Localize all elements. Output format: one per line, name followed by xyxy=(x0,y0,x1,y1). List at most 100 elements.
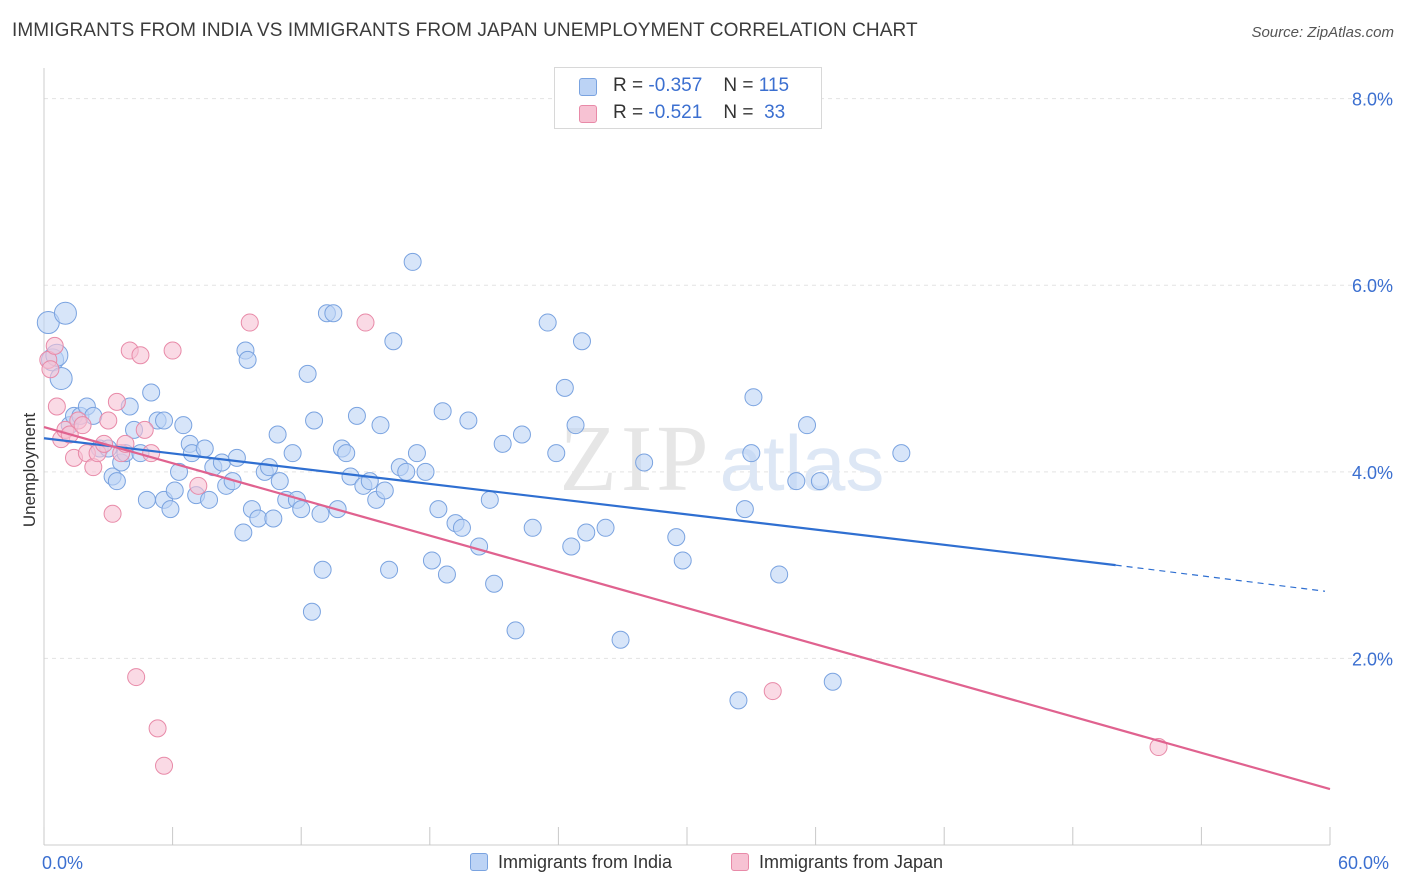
india-point xyxy=(264,509,283,528)
japan-point xyxy=(763,682,782,701)
trend-lines xyxy=(43,425,1331,791)
india-point xyxy=(416,462,435,481)
japan-point xyxy=(47,397,66,416)
india-point xyxy=(165,481,184,500)
grid-lines xyxy=(44,98,1392,659)
india-point xyxy=(371,416,390,435)
india-point xyxy=(470,537,489,556)
bottom-legend-india: Immigrants from India xyxy=(470,852,672,873)
india-point xyxy=(512,425,531,444)
india-point xyxy=(380,560,399,579)
india-point xyxy=(200,490,219,509)
legend: R = -0.357 N = 115 R = -0.521 N = 33 xyxy=(554,67,822,129)
india-point xyxy=(260,458,279,477)
legend-n-value-japan: 33 xyxy=(764,102,786,123)
india-point xyxy=(673,551,692,570)
india-point xyxy=(313,560,332,579)
india-point xyxy=(798,416,817,435)
india-point xyxy=(770,565,789,584)
legend-r-value-india: -0.357 xyxy=(648,75,703,96)
source-credit: Source: ZipAtlas.com xyxy=(1251,24,1394,41)
india-point xyxy=(437,565,456,584)
japan-point xyxy=(107,392,126,411)
india-point xyxy=(142,383,161,402)
india-point xyxy=(480,490,499,509)
legend-n-value-india: 115 xyxy=(758,75,790,96)
japan-point xyxy=(41,360,60,379)
legend-swatch-japan xyxy=(579,105,597,123)
india-point xyxy=(562,537,581,556)
india-point xyxy=(577,523,596,542)
india-point xyxy=(744,388,763,407)
india-point xyxy=(324,304,343,323)
japan-point xyxy=(240,313,259,332)
india-point xyxy=(53,301,77,325)
india-point xyxy=(227,448,246,467)
india-point xyxy=(195,439,214,458)
india-point xyxy=(611,630,630,649)
japan-point xyxy=(189,476,208,495)
india-point xyxy=(174,416,193,435)
bottom-legend-label-japan: Immigrants from Japan xyxy=(759,852,944,872)
india-point xyxy=(506,621,525,640)
chart-title: IMMIGRANTS FROM INDIA VS IMMIGRANTS FROM… xyxy=(12,20,918,41)
india-point xyxy=(810,472,829,491)
x-tick-label-max: 60.0% xyxy=(1338,853,1390,873)
india-point xyxy=(337,444,356,463)
japan-point xyxy=(73,416,92,435)
india-trend-line xyxy=(43,437,1116,567)
japan-point xyxy=(99,411,118,430)
japan-point xyxy=(163,341,182,360)
india-point xyxy=(212,453,231,472)
japan-point xyxy=(131,346,150,365)
india-point xyxy=(523,518,542,537)
india-point xyxy=(137,490,156,509)
india-points xyxy=(36,252,911,710)
legend-r-label: R = xyxy=(613,75,644,96)
watermark: ZIP atlas xyxy=(560,407,885,511)
india-point xyxy=(305,411,324,430)
japan-point xyxy=(135,420,154,439)
bottom-legend-label-india: Immigrants from India xyxy=(498,852,673,872)
india-point xyxy=(155,411,174,430)
japan-point xyxy=(356,313,375,332)
y-tick-labels: 2.0% 4.0% 6.0% 8.0% xyxy=(1352,90,1393,670)
india-point xyxy=(298,364,317,383)
japan-point xyxy=(148,719,167,738)
india-point xyxy=(234,523,253,542)
japan-points xyxy=(39,313,1168,775)
legend-n-label: N = xyxy=(723,102,754,123)
japan-point xyxy=(127,668,146,687)
india-point xyxy=(547,444,566,463)
india-point xyxy=(823,672,842,691)
india-point xyxy=(596,518,615,537)
india-point xyxy=(397,462,416,481)
legend-r-value-japan: -0.521 xyxy=(648,102,703,123)
legend-swatch-india xyxy=(579,78,597,96)
india-point xyxy=(292,500,311,519)
india-point xyxy=(270,472,289,491)
japan-trend-line xyxy=(43,425,1331,791)
india-point xyxy=(283,444,302,463)
india-point xyxy=(555,378,574,397)
y-tick-label: 8.0% xyxy=(1352,90,1393,110)
india-point xyxy=(403,252,422,271)
india-point xyxy=(485,574,504,593)
watermark-atlas: atlas xyxy=(720,419,885,507)
y-tick-label: 2.0% xyxy=(1352,649,1393,669)
india-point xyxy=(375,481,394,500)
india-point xyxy=(170,462,189,481)
bottom-legend-swatch-india xyxy=(470,853,488,871)
bottom-legend-japan: Immigrants from Japan xyxy=(731,852,943,873)
india-point xyxy=(302,602,321,621)
india-point xyxy=(407,444,426,463)
india-point xyxy=(429,500,448,519)
india-point xyxy=(384,332,403,351)
x-tick-label-min: 0.0% xyxy=(42,853,84,873)
india-point xyxy=(107,472,126,491)
india-point xyxy=(566,416,585,435)
india-point xyxy=(538,313,557,332)
india-point xyxy=(249,509,268,528)
india-point xyxy=(422,551,441,570)
